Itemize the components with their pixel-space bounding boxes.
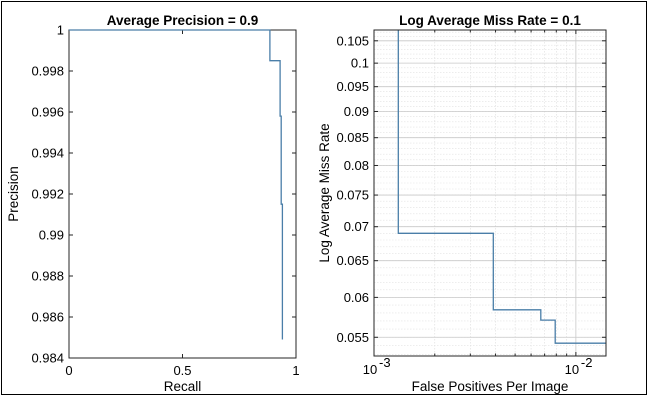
x-tick-label: 10 (363, 362, 377, 377)
y-tick-label: 0.996 (31, 105, 64, 120)
y-tick-label: 0.988 (31, 269, 64, 284)
y-tick-label: 0.055 (336, 330, 369, 345)
y-tick-label: 0.994 (31, 146, 64, 161)
y-tick-label: 0.09 (344, 104, 369, 119)
y-tick-label: 0.105 (336, 33, 369, 48)
y-tick-label: 1 (57, 23, 64, 38)
y-tick-label: 0.075 (336, 188, 369, 203)
y-tick-label: 0.992 (31, 187, 64, 202)
x-tick-exponent: -3 (379, 355, 391, 370)
y-tick-label: 0.998 (31, 64, 64, 79)
y-tick-label: 0.095 (336, 79, 369, 94)
y-tick-label: 0.065 (336, 253, 369, 268)
chart-title: Average Precision = 0.9 (107, 13, 258, 28)
y-tick-label: 0.08 (344, 158, 369, 173)
x-tick-exponent: -2 (581, 355, 593, 370)
chart-title: Log Average Miss Rate = 0.1 (399, 13, 581, 28)
y-tick-label: 0.986 (31, 310, 64, 325)
x-tick-label: 0.5 (173, 363, 191, 378)
y-tick-label: 0.99 (39, 228, 64, 243)
y-axis-label: Log Average Miss Rate (317, 123, 332, 262)
miss-rate-curve (397, 30, 606, 344)
precision-recall-plot: 0.984 0.986 0.988 0.99 0.992 0.994 0.996 0.998 1… (6, 13, 300, 394)
plot-area (374, 30, 606, 356)
x-axis-label: False Positives Per Image (412, 379, 569, 394)
y-tick-label: 0.07 (344, 219, 369, 234)
x-axis-label: Recall (164, 379, 202, 394)
y-tick-label: 0.984 (31, 351, 64, 366)
y-axis-label: Precision (6, 166, 21, 222)
plot-area (68, 29, 297, 359)
precision-recall-curve (69, 29, 284, 340)
y-tick-label: 0.06 (344, 290, 369, 305)
plot-border (373, 29, 607, 357)
x-tick-label: 1 (292, 363, 299, 378)
x-tick-label: 10 (565, 362, 579, 377)
x-tick-label: 0 (65, 363, 72, 378)
miss-rate-plot: 0.055 0.06 0.065 0.07 0.075 0.08 0.085 0.09 0.09… (317, 13, 607, 394)
y-tick-label: 0.1 (351, 56, 369, 71)
y-tick-label: 0.085 (336, 130, 369, 145)
